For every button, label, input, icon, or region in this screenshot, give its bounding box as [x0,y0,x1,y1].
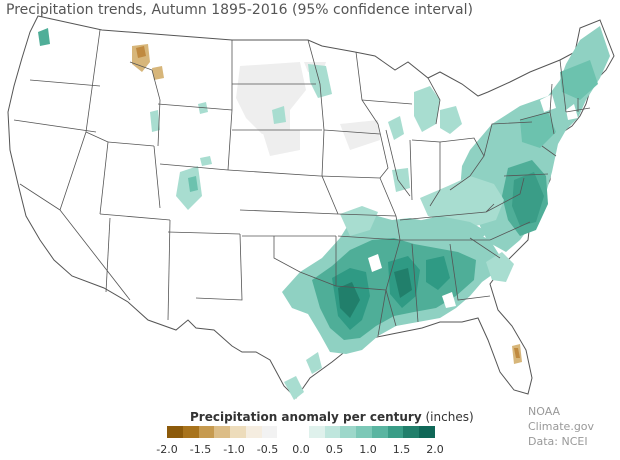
legend-tick-label: 2.0 [426,443,444,456]
legend-color-bar [167,426,435,438]
legend-tick-label: 0.0 [292,443,310,456]
legend-swatch [277,426,293,438]
credit: NOAA Climate.gov Data: NCEI [528,404,620,449]
legend-title: Precipitation anomaly per century (inche… [190,410,474,424]
credit-data: Data: NCEI [528,435,588,448]
legend-swatch [371,426,388,438]
legend-ticks: -2.0 -1.5 -1.0 -0.5 0.0 0.5 1.0 1.5 2.0 [156,443,443,457]
dry-regions [132,44,522,364]
legend-swatch [230,426,246,438]
legend-tick-label: 1.5 [392,443,411,456]
neutral-regions [236,62,380,156]
map-title: Precipitation trends, Autumn 1895-2016 (… [6,2,473,18]
legend-swatch [167,426,183,438]
legend-swatch [182,426,199,438]
legend-tick-label: -0.5 [256,443,279,456]
legend-swatch [293,426,309,438]
legend-swatch [261,426,278,438]
legend-swatch [308,426,325,438]
credit-source: NOAA Climate.gov [528,405,595,433]
legend-tick-label: -2.0 [156,443,178,456]
wet-regions [38,26,610,400]
legend-swatch [387,426,404,438]
legend-tick-label: 0.5 [325,443,344,456]
legend-swatch [340,426,356,438]
legend-swatch [214,426,230,438]
legend-swatch [245,426,262,438]
legend-tick-label: -1.5 [189,443,212,456]
legend-title-text: Precipitation anomaly per century [190,410,422,424]
legend-tick-label: 1.0 [359,443,377,456]
state-boundaries [13,29,591,337]
legend-swatch [356,426,372,438]
legend-swatch [403,426,419,438]
legend-swatch [324,426,341,438]
legend-swatch [198,426,215,438]
legend-tick-label: -1.0 [223,443,245,456]
legend-swatch [419,426,435,438]
legend-unit: (inches) [425,410,474,424]
